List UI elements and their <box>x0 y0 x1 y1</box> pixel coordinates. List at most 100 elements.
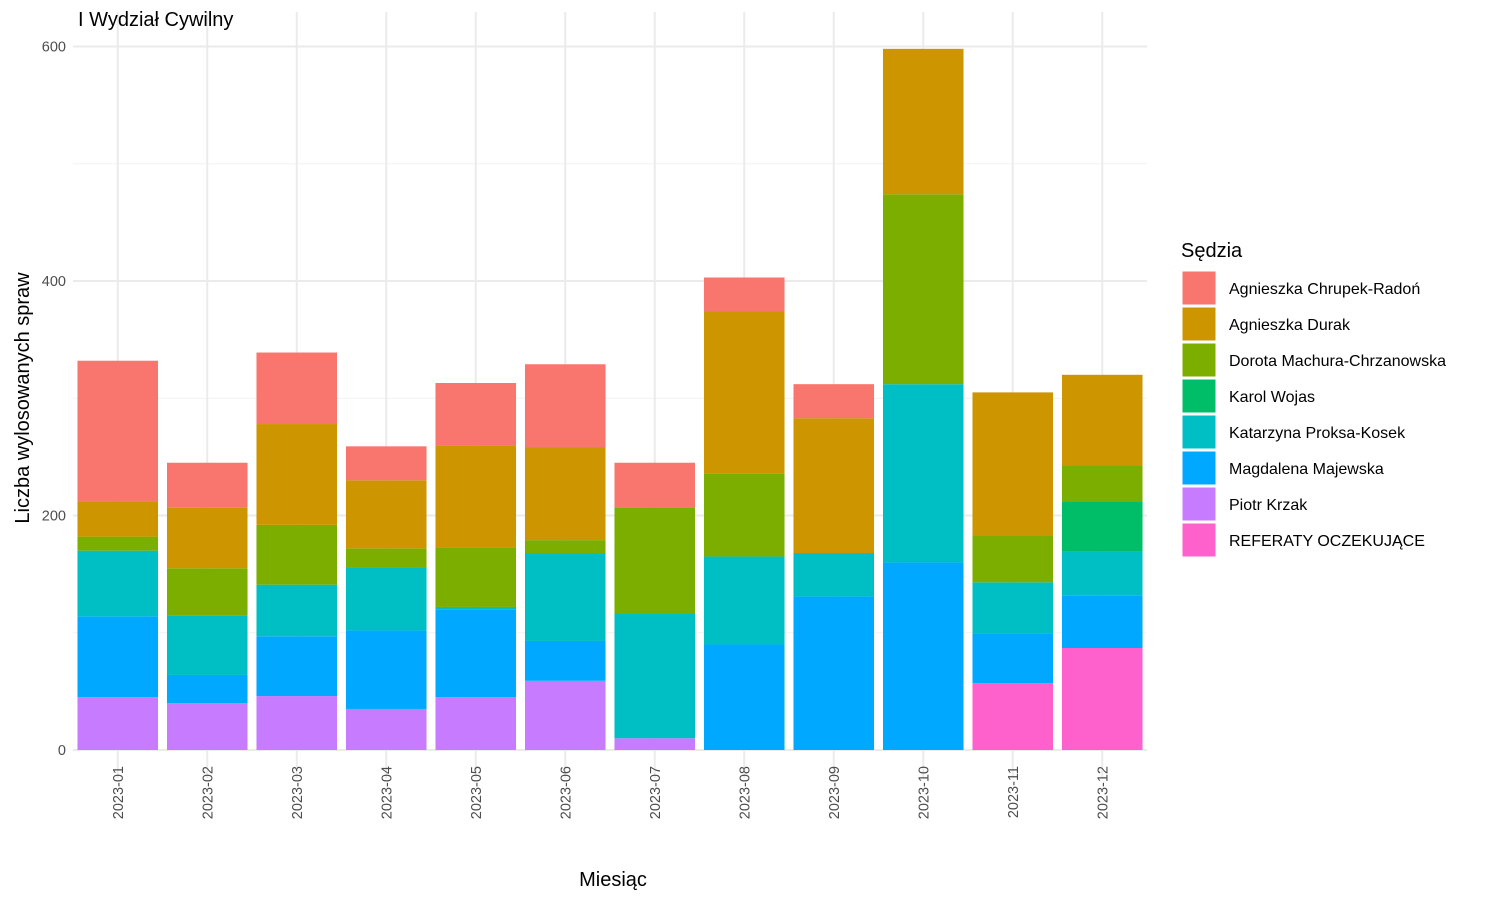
bar-segment <box>256 352 338 425</box>
bar-segment <box>793 596 875 750</box>
bar-segment <box>703 556 785 645</box>
y-tick-label: 200 <box>42 509 66 525</box>
bar-segment <box>524 447 606 541</box>
legend-swatch <box>1181 306 1217 342</box>
bar-segment <box>703 311 785 474</box>
x-tick-label: 2023-07 <box>648 766 664 819</box>
bar-segment <box>882 384 964 563</box>
x-tick-label: 2023-06 <box>558 766 574 819</box>
legend-swatch <box>1181 342 1217 378</box>
bar-segment <box>166 507 248 569</box>
bar-segment <box>1061 551 1143 596</box>
bar-segment <box>882 48 964 195</box>
bar-segment <box>256 696 338 750</box>
bar-segment <box>345 446 427 481</box>
bar-segment <box>77 697 159 750</box>
legend-label: Dorota Machura-Chrzanowska <box>1229 353 1446 370</box>
bar-segment <box>524 364 606 448</box>
bar-segment <box>435 606 517 610</box>
bar-segment <box>1061 595 1143 648</box>
bar-segment <box>435 609 517 698</box>
legend-swatch <box>1181 270 1217 306</box>
bar-segment <box>435 547 517 607</box>
legend-swatch <box>1181 414 1217 450</box>
bar-segment <box>972 535 1054 583</box>
bar-segment <box>793 418 875 554</box>
bar-segment <box>1061 374 1143 466</box>
x-tick-label: 2023-11 <box>1006 766 1022 818</box>
x-tick-label: 2023-02 <box>200 766 216 819</box>
bar-segment <box>166 703 248 750</box>
x-tick-label: 2023-10 <box>916 766 932 819</box>
x-tick-label: 2023-08 <box>737 766 753 819</box>
legend-swatch <box>1181 378 1217 414</box>
y-tick-label: 600 <box>42 40 66 56</box>
bar-segment <box>972 392 1054 536</box>
y-tick-label: 400 <box>42 274 66 290</box>
bar-segment <box>524 680 606 750</box>
bar-segment <box>614 738 696 750</box>
y-axis-title: Liczba wylosowanych spraw <box>12 272 34 524</box>
legend-swatch <box>1181 450 1217 486</box>
bar-segment <box>345 630 427 709</box>
bar-segment <box>703 473 785 557</box>
bar-segment <box>972 582 1054 634</box>
bar-segment <box>793 553 875 597</box>
bar-segment <box>614 613 696 739</box>
bar-segment <box>435 383 517 446</box>
legend-swatch <box>1181 522 1217 558</box>
bar-segment <box>345 567 427 631</box>
x-tick-label: 2023-01 <box>111 766 127 819</box>
legend-label: Agnieszka Durak <box>1229 317 1351 334</box>
bar-segment <box>524 640 606 681</box>
bar-segment <box>435 697 517 750</box>
legend-label: Katarzyna Proksa-Kosek <box>1229 425 1406 442</box>
legend-label: Karol Wojas <box>1229 389 1315 406</box>
bar-segment <box>345 708 427 750</box>
y-axis: 0 200 400 600 <box>42 40 66 760</box>
bar-segment <box>77 536 159 551</box>
bar-segment <box>256 424 338 525</box>
legend: Sędzia Agnieszka Chrupek-Radoń Agnieszka … <box>1181 240 1446 558</box>
x-axis-title: Miesiąc <box>579 869 647 891</box>
bar-segment <box>614 507 696 614</box>
bar-segment <box>1061 465 1143 502</box>
chart-title: I Wydział Cywilny <box>78 9 233 31</box>
bar-segment <box>793 384 875 419</box>
legend-title: Sędzia <box>1181 240 1243 262</box>
bar-segment <box>77 360 159 502</box>
bar-segment <box>77 616 159 698</box>
bar-segment <box>256 524 338 585</box>
bar-segment <box>166 462 248 508</box>
legend-swatch <box>1181 486 1217 522</box>
x-tick-label: 2023-03 <box>290 766 306 819</box>
x-axis: 2023-01 2023-02 2023-03 2023-04 2023-05 2023-… <box>111 766 1112 819</box>
bar-segment <box>972 633 1054 684</box>
x-tick-label: 2023-12 <box>1095 766 1111 819</box>
legend-label: Piotr Krzak <box>1229 497 1308 514</box>
bar-segment <box>524 553 606 641</box>
bar-segment <box>166 615 248 675</box>
bar-segment <box>77 501 159 537</box>
x-tick-label: 2023-05 <box>469 766 485 819</box>
bar-segment <box>256 636 338 697</box>
bar-segment <box>166 568 248 616</box>
x-tick-label: 2023-09 <box>827 766 843 819</box>
bar-segment <box>1061 647 1143 750</box>
legend-label: Magdalena Majewska <box>1229 461 1384 478</box>
bar-segment <box>703 644 785 750</box>
y-tick-label: 0 <box>58 743 66 759</box>
bar-segment <box>972 683 1054 750</box>
legend-label: REFERATY OCZEKUJĄCE <box>1229 533 1425 550</box>
bar-segment <box>882 562 964 750</box>
bar-segment <box>435 445 517 548</box>
bar-segment <box>614 462 696 508</box>
bar-segment <box>703 277 785 312</box>
bar-segment <box>345 548 427 568</box>
bar-segment <box>256 584 338 637</box>
bar-segment <box>166 674 248 704</box>
bars-layer <box>77 48 1143 750</box>
legend-label: Agnieszka Chrupek-Radoń <box>1229 281 1420 298</box>
bar-segment <box>882 194 964 385</box>
